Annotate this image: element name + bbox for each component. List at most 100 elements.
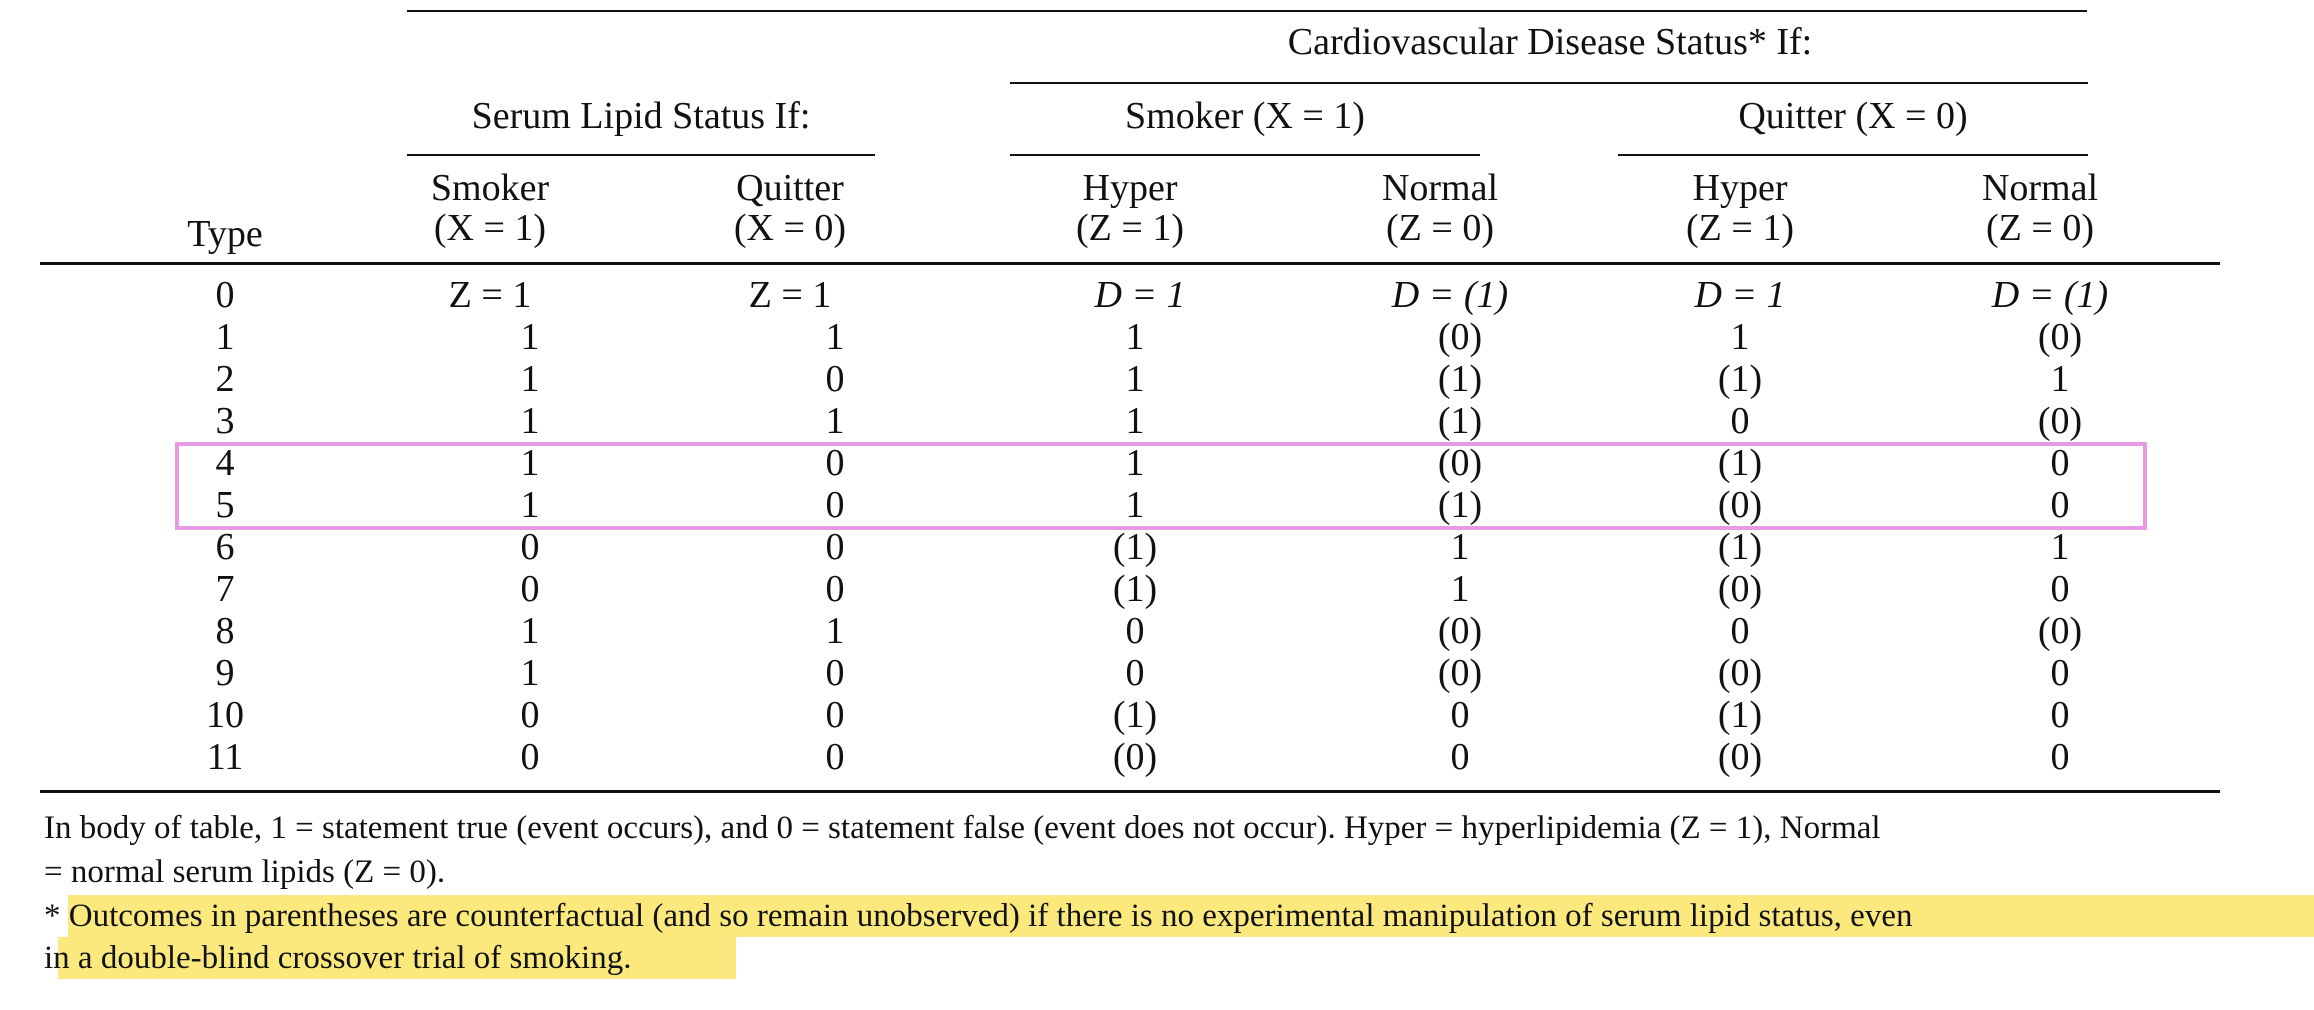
quitter-group-header: Quitter (X = 0) — [1738, 95, 1968, 137]
cell-type: 5 — [215, 484, 235, 526]
cell-smoker-normal: (0) — [1437, 442, 1483, 484]
cell-quitter-hyper: (0) — [1717, 736, 1763, 778]
cell-smoker-normal: (1) — [1437, 358, 1483, 400]
cell-quitter-normal: 1 — [2050, 358, 2070, 400]
cell-quitter-hyper: (1) — [1717, 358, 1763, 400]
cell-type: 0 — [215, 274, 235, 316]
cell-smoker-hyper: 1 — [1125, 316, 1145, 358]
cell-smoker-normal: 1 — [1450, 568, 1470, 610]
cell-type: 6 — [215, 526, 235, 568]
cell-quitter-normal: 0 — [2050, 694, 2070, 736]
cell-lipid-smoker: 1 — [520, 316, 540, 358]
cvd-group-rule — [1010, 82, 2088, 84]
smoker-group-header: Smoker (X = 1) — [1125, 95, 1365, 137]
cell-lipid-quitter: 0 — [825, 736, 845, 778]
cell-type: 10 — [206, 694, 244, 736]
cell-smoker-hyper: D = 1 — [1094, 274, 1186, 316]
cell-quitter-hyper: (0) — [1717, 568, 1763, 610]
cell-smoker-hyper: (1) — [1112, 694, 1158, 736]
cell-lipid-smoker: 0 — [520, 526, 540, 568]
cell-smoker-normal: (1) — [1437, 400, 1483, 442]
cell-quitter-normal: 0 — [2050, 652, 2070, 694]
lipid-group-header: Serum Lipid Status If: — [471, 95, 811, 137]
cell-smoker-normal: D = (1) — [1391, 274, 1509, 316]
cell-lipid-quitter: Z = 1 — [748, 274, 832, 316]
cell-lipid-quitter: 0 — [825, 568, 845, 610]
cell-quitter-hyper: 0 — [1730, 610, 1750, 652]
table-bottom-rule — [40, 790, 2220, 793]
cell-lipid-quitter: 0 — [825, 526, 845, 568]
cell-quitter-hyper: 0 — [1730, 400, 1750, 442]
cell-type: 4 — [215, 442, 235, 484]
cell-quitter-normal: 0 — [2050, 736, 2070, 778]
subheader-lipid-quitter: Quitter (X = 0) — [733, 167, 847, 249]
cell-lipid-smoker: 0 — [520, 736, 540, 778]
cell-quitter-normal: (0) — [2037, 400, 2083, 442]
cell-quitter-hyper: (1) — [1717, 694, 1763, 736]
cell-quitter-normal: 1 — [2050, 526, 2070, 568]
cell-type: 11 — [206, 736, 244, 778]
cell-quitter-hyper: (1) — [1717, 442, 1763, 484]
footnote-line-1: In body of table, 1 = statement true (ev… — [44, 810, 1881, 846]
highlight-box-rows-4-5 — [175, 442, 2147, 530]
cell-lipid-smoker: 1 — [520, 484, 540, 526]
subheader-quitter-normal: Normal (Z = 0) — [1981, 167, 2099, 249]
cell-smoker-normal: 0 — [1450, 694, 1470, 736]
cell-smoker-hyper: 1 — [1125, 484, 1145, 526]
cell-smoker-hyper: (0) — [1112, 736, 1158, 778]
cell-lipid-quitter: 0 — [825, 484, 845, 526]
cell-lipid-smoker: 0 — [520, 568, 540, 610]
cell-lipid-quitter: 1 — [825, 610, 845, 652]
cell-smoker-hyper: (1) — [1112, 526, 1158, 568]
cell-smoker-normal: (0) — [1437, 652, 1483, 694]
lipid-group-rule — [407, 154, 875, 156]
cell-smoker-hyper: 1 — [1125, 358, 1145, 400]
footnote-line-3: * Outcomes in parentheses are counterfac… — [44, 898, 1913, 934]
cell-type: 2 — [215, 358, 235, 400]
cell-quitter-hyper: (0) — [1717, 484, 1763, 526]
subheader-quitter-hyper: Hyper (Z = 1) — [1686, 167, 1794, 249]
cell-lipid-quitter: 0 — [825, 652, 845, 694]
cell-quitter-normal: D = (1) — [1991, 274, 2109, 316]
footnote-highlight-band-1 — [68, 895, 2314, 937]
cell-smoker-normal: 1 — [1450, 526, 1470, 568]
subheader-lipid-smoker: Smoker (X = 1) — [430, 167, 550, 249]
cell-smoker-hyper: 0 — [1125, 652, 1145, 694]
cell-lipid-smoker: 1 — [520, 442, 540, 484]
top-rule — [407, 10, 2087, 12]
cell-smoker-normal: (0) — [1437, 610, 1483, 652]
cell-lipid-smoker: Z = 1 — [448, 274, 532, 316]
quitter-group-rule — [1618, 154, 2088, 156]
cell-lipid-smoker: 1 — [520, 610, 540, 652]
cell-lipid-smoker: 1 — [520, 400, 540, 442]
cell-smoker-normal: 0 — [1450, 736, 1470, 778]
cell-quitter-normal: (0) — [2037, 610, 2083, 652]
cell-smoker-hyper: 0 — [1125, 610, 1145, 652]
cell-smoker-normal: (1) — [1437, 484, 1483, 526]
cell-quitter-normal: (0) — [2037, 316, 2083, 358]
cell-lipid-quitter: 1 — [825, 400, 845, 442]
cvd-group-header: Cardiovascular Disease Status* If: — [1287, 21, 1813, 63]
cell-type: 3 — [215, 400, 235, 442]
cell-type: 1 — [215, 316, 235, 358]
cell-quitter-hyper: 1 — [1730, 316, 1750, 358]
footnote-line-4: in a double-blind crossover trial of smo… — [44, 940, 632, 976]
cell-lipid-quitter: 1 — [825, 316, 845, 358]
cell-type: 7 — [215, 568, 235, 610]
cell-smoker-normal: (0) — [1437, 316, 1483, 358]
cell-quitter-hyper: D = 1 — [1694, 274, 1786, 316]
cell-lipid-smoker: 1 — [520, 358, 540, 400]
cell-quitter-hyper: (0) — [1717, 652, 1763, 694]
cell-quitter-normal: 0 — [2050, 442, 2070, 484]
cell-type: 9 — [215, 652, 235, 694]
cell-smoker-hyper: 1 — [1125, 400, 1145, 442]
cell-lipid-quitter: 0 — [825, 694, 845, 736]
footnote-highlight-band-2 — [58, 937, 736, 979]
footnote-line-2: = normal serum lipids (Z = 0). — [44, 854, 446, 890]
type-header: Type — [187, 213, 263, 255]
cell-lipid-quitter: 0 — [825, 442, 845, 484]
cell-quitter-normal: 0 — [2050, 568, 2070, 610]
cell-quitter-normal: 0 — [2050, 484, 2070, 526]
cell-lipid-smoker: 1 — [520, 652, 540, 694]
cell-type: 8 — [215, 610, 235, 652]
